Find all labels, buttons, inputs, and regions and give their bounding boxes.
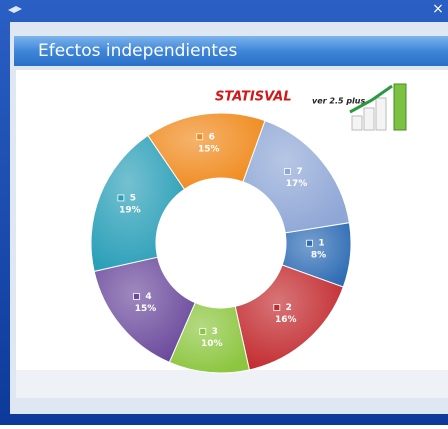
segment-category: 1 [318,239,324,249]
label-marker [284,168,291,175]
label-marker [199,328,207,335]
segment-value-label: 16% [275,315,297,325]
segment-category: 5 [130,193,136,203]
close-button[interactable]: × [432,1,444,17]
segment-category: 4 [145,292,151,302]
window-icon [8,6,22,13]
logo-icon [349,83,407,131]
segment-value-label: 10% [201,339,223,349]
label-marker [133,293,140,300]
segment-category: 7 [296,167,302,177]
label-marker [306,239,313,247]
logo-text: STATISVAL [215,90,292,105]
segment-category: 2 [286,303,292,313]
label-marker [196,133,204,141]
label-marker [273,304,281,311]
segment-value-label: 15% [198,144,220,154]
segment-value-label: 19% [119,205,141,215]
label-marker [117,194,125,202]
logo-version: ver 2.5 plus [312,97,365,106]
header-title: Efectos independientes [38,41,238,61]
segment-value-label: 8% [311,251,326,261]
segment-value-label: 17% [286,179,308,189]
footer-band [16,370,448,398]
segment-category: 6 [209,132,215,142]
segment-value-label: 15% [135,304,157,314]
header-bar [14,36,448,66]
segment-category: 3 [212,327,218,337]
